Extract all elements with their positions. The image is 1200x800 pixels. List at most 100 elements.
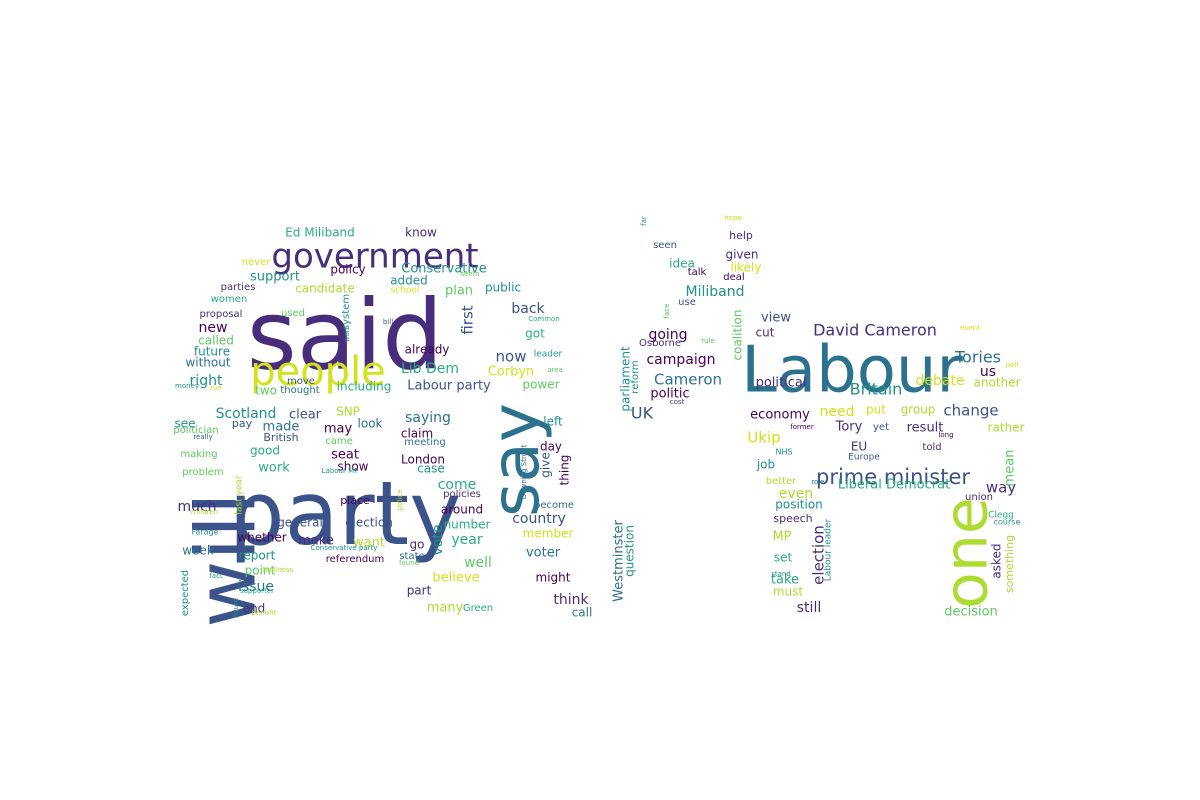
word-well: well [464,555,492,571]
word-point: point [245,564,276,578]
word-work: work [258,461,290,476]
word-one: one [932,497,1002,609]
word-party: party [229,462,462,565]
word-member: member [523,527,574,541]
word-voter: voter [526,546,561,561]
word-seen: seen [653,240,677,251]
word-ed-miliband: Ed Miliband [285,226,355,240]
word-issue: issue [238,579,274,595]
word-future: future [194,345,230,359]
word-face: face [663,304,671,319]
word-end: end [243,602,266,616]
word-system: system [341,294,352,330]
word-osborne: Osborne [639,338,681,349]
word-labour-mp: Labour MP [322,467,359,475]
word-eu: EU [851,440,867,454]
word-call: call [572,606,593,620]
word-snp: SNP [336,405,360,419]
word-women: women [211,294,248,305]
word-already: already [405,343,450,357]
word-police: police [396,490,404,511]
word-without: without [185,356,230,370]
word-figure: figure [232,598,240,618]
word-us: us [980,364,996,380]
word-day: day [540,440,562,454]
word-british: British [263,431,298,444]
word-ukip: Ukip [747,429,780,447]
word-believe: believe [432,571,479,586]
word-change: change [943,402,998,420]
word-children: children [190,508,218,516]
word-might: might [536,571,571,585]
word-europe: Europe [848,453,880,463]
word-policy: policy [330,263,365,277]
word-number: number [444,518,491,532]
word-school: school [391,286,420,296]
word-said: said [247,279,443,391]
word-clear: clear [289,408,322,423]
word-miliband: Miliband [686,284,745,300]
word-know: know [405,226,437,240]
word-public: public [485,281,521,295]
word-came: came [325,436,353,447]
word-clegg: Clegg [988,511,1014,521]
word-deal: deal [723,272,744,283]
word-common: Common [528,315,560,323]
word-government: government [271,237,478,277]
word-saying: saying [405,410,451,426]
word-green: Green [463,603,493,614]
word-money: money [175,382,199,390]
word-pay: pay [232,417,253,430]
word-cut: cut [756,326,775,340]
word-cameron: Cameron [654,371,722,389]
word-asked: asked [990,543,1004,578]
word-mean: mean [1003,450,1018,487]
word-prime-minister: prime minister [816,465,970,489]
word-parliament: parliament [619,346,633,412]
word-really: really [193,433,212,441]
word-even: even [779,486,813,502]
word-used: used [281,308,305,319]
word-politician: politician [173,425,218,436]
word-stand: stand [771,570,791,578]
word-going: going [648,327,687,343]
word-need: need [820,404,855,420]
word-including: including [337,380,392,394]
word-now: now [496,348,527,366]
word-role: role [811,478,824,486]
word-campaign: campaign [646,352,715,368]
word-scotland: Scotland [216,406,277,422]
word-proposal: proposal [200,309,243,320]
word-got: got [525,327,545,341]
word-rather: rather [988,421,1025,435]
word-become: become [534,500,574,511]
word-conservative-party: Conservative party [311,544,378,552]
word-liberal-democrat: Liberal Democrat [838,478,950,493]
word-lib-dem: Lib Dem [401,361,459,377]
word-parties: parties [221,282,256,293]
word-power: power [522,378,559,392]
word-report: report [239,549,276,563]
word-back: back [511,301,545,317]
word-conservative: Conservative [401,262,486,277]
word-run: run [210,384,222,392]
word-meeting: meeting [404,437,445,448]
word-idea: idea [669,257,695,271]
word-tory: Tory [835,420,863,435]
word-britain: Britain [850,380,903,399]
word-rule: rule [701,337,715,345]
word-uk: UK [631,404,654,423]
word-something: something [1003,535,1016,593]
word-election: election [810,525,828,585]
word-problem: problem [182,467,223,478]
word-case: case [417,462,445,476]
word-called: called [198,334,234,348]
word-question: question [623,525,637,577]
word-better: better [766,476,797,487]
word-election: election [345,516,393,530]
word-group: group [901,403,936,417]
word-likely: likely [730,261,761,275]
word-london: London [401,453,445,467]
word-mp: MP [772,530,791,545]
